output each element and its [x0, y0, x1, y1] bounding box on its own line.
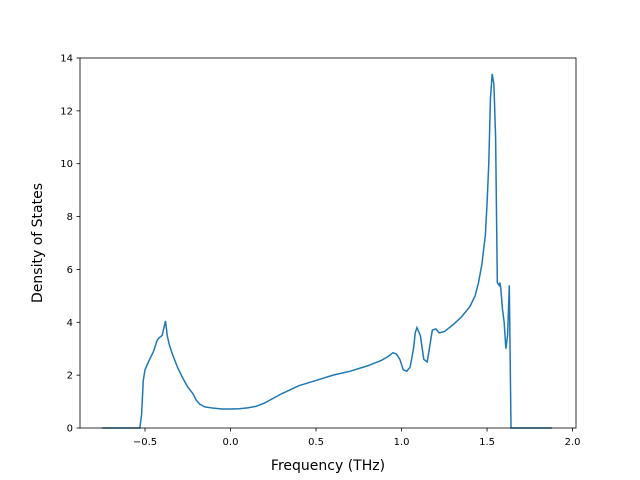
- x-tick-label: 2.0: [565, 437, 581, 448]
- x-tick-label: 0.5: [308, 437, 324, 448]
- series-line: [102, 73, 553, 429]
- y-tick-label: 2: [67, 371, 73, 382]
- y-tick-label: 12: [60, 106, 73, 117]
- x-tick-label: −0.5: [133, 437, 157, 448]
- y-tick-label: 14: [60, 54, 73, 65]
- axis-ticks: −0.5 0.0 0.5 1.0 1.5 2.0 0 2 4 6 8 10 12 14: [60, 54, 580, 449]
- x-tick-label: 1.0: [394, 437, 410, 448]
- x-tick-label: 0.0: [223, 437, 239, 448]
- y-tick-label: 10: [60, 159, 73, 170]
- y-tick-label: 0: [67, 424, 73, 435]
- y-tick-label: 6: [67, 265, 73, 276]
- y-tick-label: 4: [67, 318, 73, 329]
- x-axis-label: Frequency (THz): [271, 458, 385, 474]
- x-tick-label: 1.5: [479, 437, 495, 448]
- y-axis-label: Density of States: [30, 183, 46, 303]
- y-tick-label: 8: [67, 212, 73, 223]
- plot-frame: [79, 57, 577, 429]
